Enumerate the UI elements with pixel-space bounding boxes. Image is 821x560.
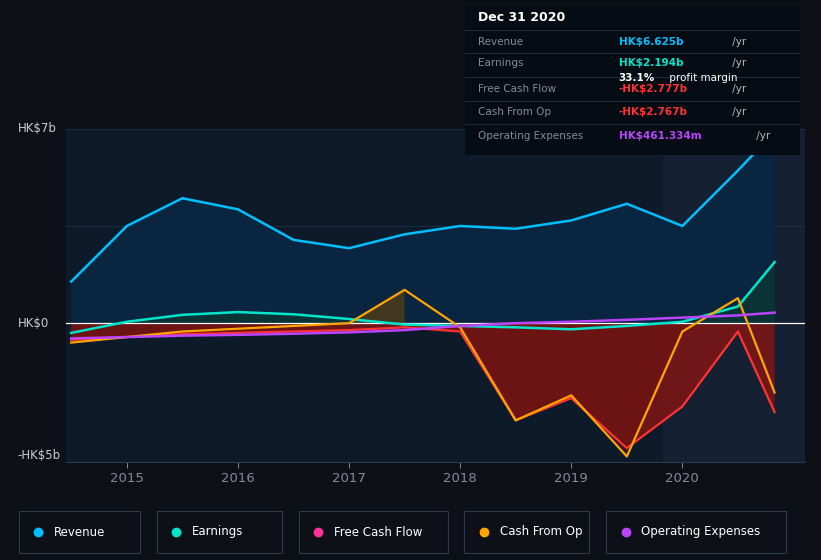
Text: -HK$5b: -HK$5b — [18, 449, 61, 462]
Text: 33.1%: 33.1% — [619, 73, 655, 83]
Text: Earnings: Earnings — [192, 525, 244, 539]
Text: -HK$2.777b: -HK$2.777b — [619, 84, 688, 94]
Text: /yr: /yr — [729, 84, 746, 94]
Text: Cash From Op: Cash From Op — [478, 108, 551, 118]
Text: HK$7b: HK$7b — [18, 122, 57, 136]
Text: Revenue: Revenue — [54, 525, 106, 539]
Text: -HK$2.767b: -HK$2.767b — [619, 108, 688, 118]
Text: Dec 31 2020: Dec 31 2020 — [478, 11, 566, 24]
Text: HK$0: HK$0 — [18, 316, 49, 330]
Text: profit margin: profit margin — [666, 73, 737, 83]
Text: HK$2.194b: HK$2.194b — [619, 58, 683, 68]
Text: Free Cash Flow: Free Cash Flow — [478, 84, 556, 94]
Text: Free Cash Flow: Free Cash Flow — [334, 525, 423, 539]
Text: /yr: /yr — [729, 58, 746, 68]
Text: /yr: /yr — [729, 37, 746, 47]
Text: Earnings: Earnings — [478, 58, 524, 68]
Bar — [663, 129, 805, 462]
Text: Revenue: Revenue — [478, 37, 523, 47]
Text: /yr: /yr — [729, 108, 746, 118]
Text: Cash From Op: Cash From Op — [499, 525, 582, 539]
Text: /yr: /yr — [753, 131, 770, 141]
Text: Operating Expenses: Operating Expenses — [478, 131, 584, 141]
Text: HK$6.625b: HK$6.625b — [619, 37, 683, 47]
Text: HK$461.334m: HK$461.334m — [619, 131, 701, 141]
Text: Operating Expenses: Operating Expenses — [641, 525, 761, 539]
